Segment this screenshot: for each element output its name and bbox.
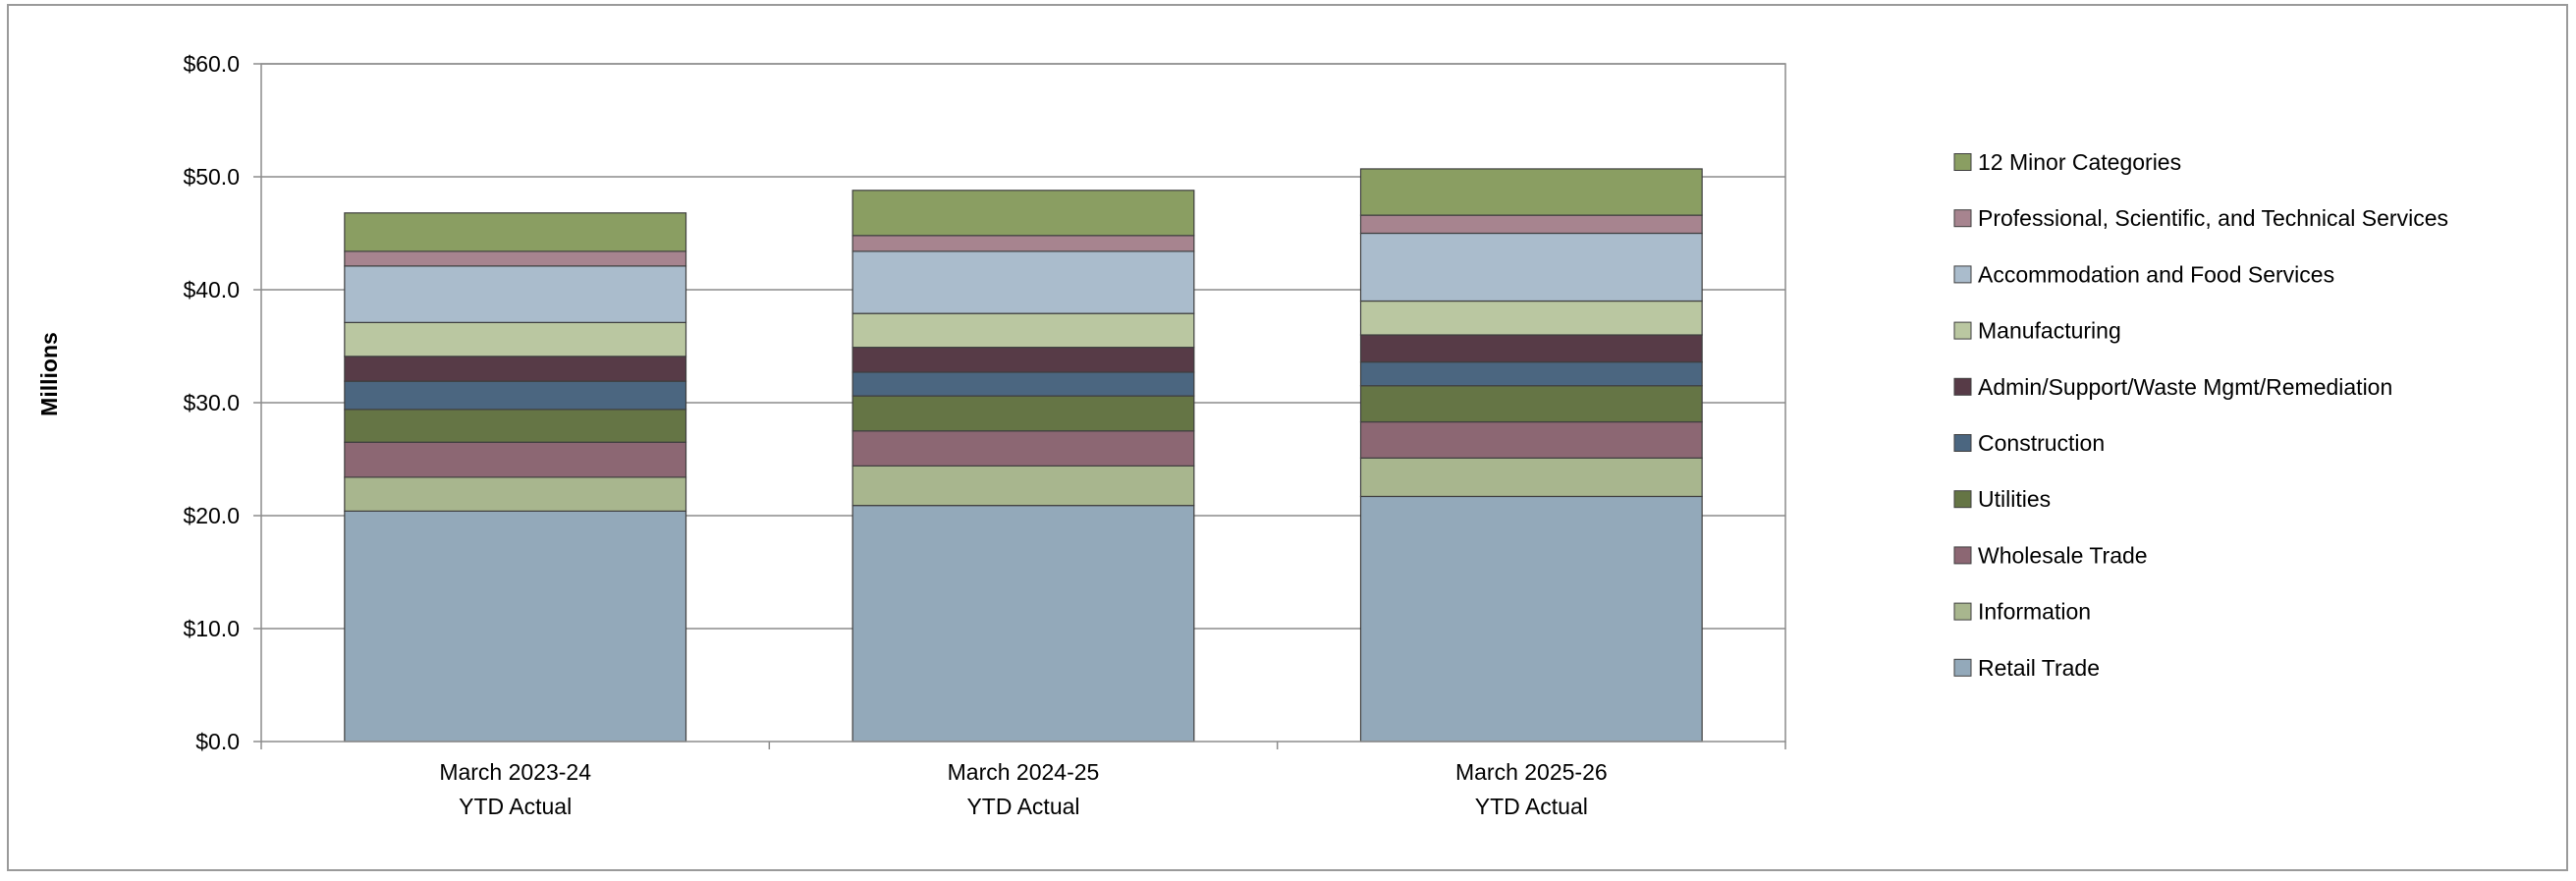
legend-swatch [1953, 153, 1972, 171]
bar-segment [851, 465, 1195, 507]
x-category-sublabel: YTD Actual [1475, 794, 1588, 819]
legend-swatch [1953, 265, 1972, 284]
legend-label: Professional, Scientific, and Technical … [1978, 205, 2448, 231]
y-axis-title: Millions [36, 332, 62, 416]
legend-swatch [1953, 377, 1972, 396]
legend-label: Admin/Support/Waste Mgmt/Remediation [1978, 374, 2392, 400]
bar-segment [1359, 214, 1703, 235]
bar-segment [851, 430, 1195, 468]
y-tick-label: $20.0 [183, 503, 240, 528]
y-tick-label: $40.0 [183, 277, 240, 303]
legend-swatch [1953, 546, 1972, 565]
y-tick-label: $50.0 [183, 164, 240, 190]
legend-label: 12 Minor Categories [1978, 149, 2181, 175]
legend-swatch [1953, 490, 1972, 509]
bar-segment [1359, 420, 1703, 459]
bar-segment [851, 347, 1195, 373]
bar-segment [851, 505, 1195, 743]
bar-segment [1359, 232, 1703, 303]
bar-segment [344, 441, 687, 478]
legend-swatch [1953, 602, 1972, 621]
legend-label: Utilities [1978, 486, 2051, 512]
bar-segment [1359, 168, 1703, 216]
legend-label: Information [1978, 599, 2091, 625]
bar-segment [1359, 495, 1703, 743]
legend-label: Wholesale Trade [1978, 542, 2148, 568]
bar-segment [851, 235, 1195, 252]
y-tick-label: $60.0 [183, 51, 240, 77]
bar-segment [851, 190, 1195, 237]
legend: 12 Minor Categories Professional, Scienti… [1953, 149, 2448, 681]
plot-area-border [260, 63, 1786, 743]
bar-segment [344, 380, 687, 411]
x-category-label: March 2024-25 [948, 759, 1100, 785]
y-tick-label: $30.0 [183, 390, 240, 415]
bar-segment [344, 212, 687, 252]
x-category-label: March 2023-24 [439, 759, 591, 785]
legend-swatch [1953, 321, 1972, 340]
legend-swatch [1953, 434, 1972, 452]
bar-segment [344, 510, 687, 743]
bar-segment [344, 250, 687, 267]
bars [344, 168, 1703, 743]
bar-segment [344, 265, 687, 323]
bar-segment [344, 476, 687, 512]
legend-swatch [1953, 209, 1972, 228]
bar-segment [851, 371, 1195, 397]
x-category-sublabel: YTD Actual [966, 794, 1079, 819]
bar-segment [344, 321, 687, 358]
bar-segment [851, 395, 1195, 432]
y-tick-label: $0.0 [195, 729, 240, 754]
bar-segment [344, 356, 687, 382]
axes: $0.0 $10.0 $20.0 $30.0 $40.0 $50.0 $60.0 March … [183, 51, 1786, 819]
legend-label: Manufacturing [1978, 318, 2121, 344]
bar-segment [344, 409, 687, 443]
legend-label: Construction [1978, 430, 2105, 456]
bar-segment [1359, 385, 1703, 423]
legend-label: Retail Trade [1978, 655, 2100, 681]
x-category-label: March 2025-26 [1455, 759, 1608, 785]
bar-segment [1359, 457, 1703, 498]
bar-segment [851, 250, 1195, 314]
legend-label: Accommodation and Food Services [1978, 261, 2334, 287]
bar-segment [1359, 361, 1703, 387]
y-tick-label: $10.0 [183, 616, 240, 641]
x-category-sublabel: YTD Actual [459, 794, 572, 819]
bar-segment [1359, 334, 1703, 363]
legend-swatch [1953, 658, 1972, 677]
bar-segment [1359, 300, 1703, 336]
bar-segment [851, 312, 1195, 349]
